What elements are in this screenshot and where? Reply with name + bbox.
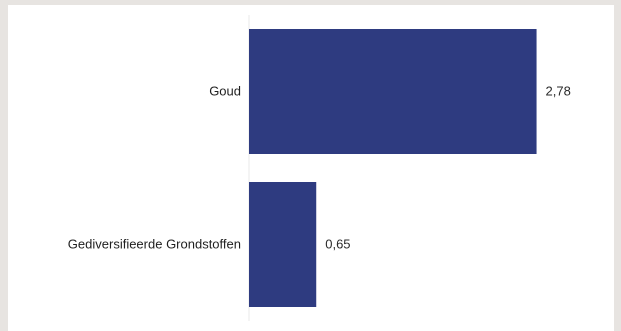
value-label: 0,65 (325, 237, 350, 252)
bar-chart: Goud 2,78 Gediversifieerde Grondstoffen 0,6… (68, 15, 571, 321)
bars-group (249, 29, 537, 307)
bar-0 (249, 29, 537, 154)
value-label: 2,78 (546, 84, 571, 99)
category-label: Gediversifieerde Grondstoffen (68, 237, 241, 252)
chart-panel: Goud 2,78 Gediversifieerde Grondstoffen 0,6… (8, 5, 614, 331)
category-label: Goud (209, 84, 241, 99)
labels-group: Goud 2,78 Gediversifieerde Grondstoffen 0,6… (68, 84, 571, 252)
bar-1 (249, 182, 317, 307)
